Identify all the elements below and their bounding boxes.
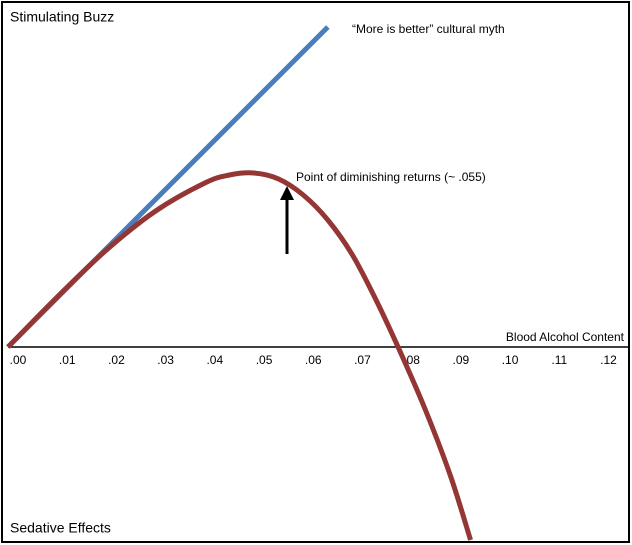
x-tick-label: .01 xyxy=(59,353,76,367)
x-tick-label: .09 xyxy=(453,353,470,367)
annotation: Point of diminishing returns (~ .055) xyxy=(296,170,486,184)
x-axis-label: Blood Alcohol Content xyxy=(506,330,625,344)
y-label-top: Stimulating Buzz xyxy=(10,9,114,25)
y-label-bottom: Sedative Effects xyxy=(10,520,111,536)
x-tick-label: .07 xyxy=(354,353,371,367)
x-tick-label: .02 xyxy=(108,353,125,367)
x-tick-label: .00 xyxy=(10,353,27,367)
arrow-head xyxy=(280,186,294,200)
x-tick-label: .05 xyxy=(256,353,273,367)
x-tick-label: .10 xyxy=(502,353,519,367)
line-series xyxy=(6,170,473,541)
annotation: “More is better” cultural myth xyxy=(352,22,505,36)
x-tick-label: .06 xyxy=(305,353,322,367)
x-tick-label: .03 xyxy=(157,353,174,367)
x-tick-label: .12 xyxy=(600,353,617,367)
x-tick-label: .04 xyxy=(206,353,223,367)
x-tick-label: .11 xyxy=(551,353,567,367)
